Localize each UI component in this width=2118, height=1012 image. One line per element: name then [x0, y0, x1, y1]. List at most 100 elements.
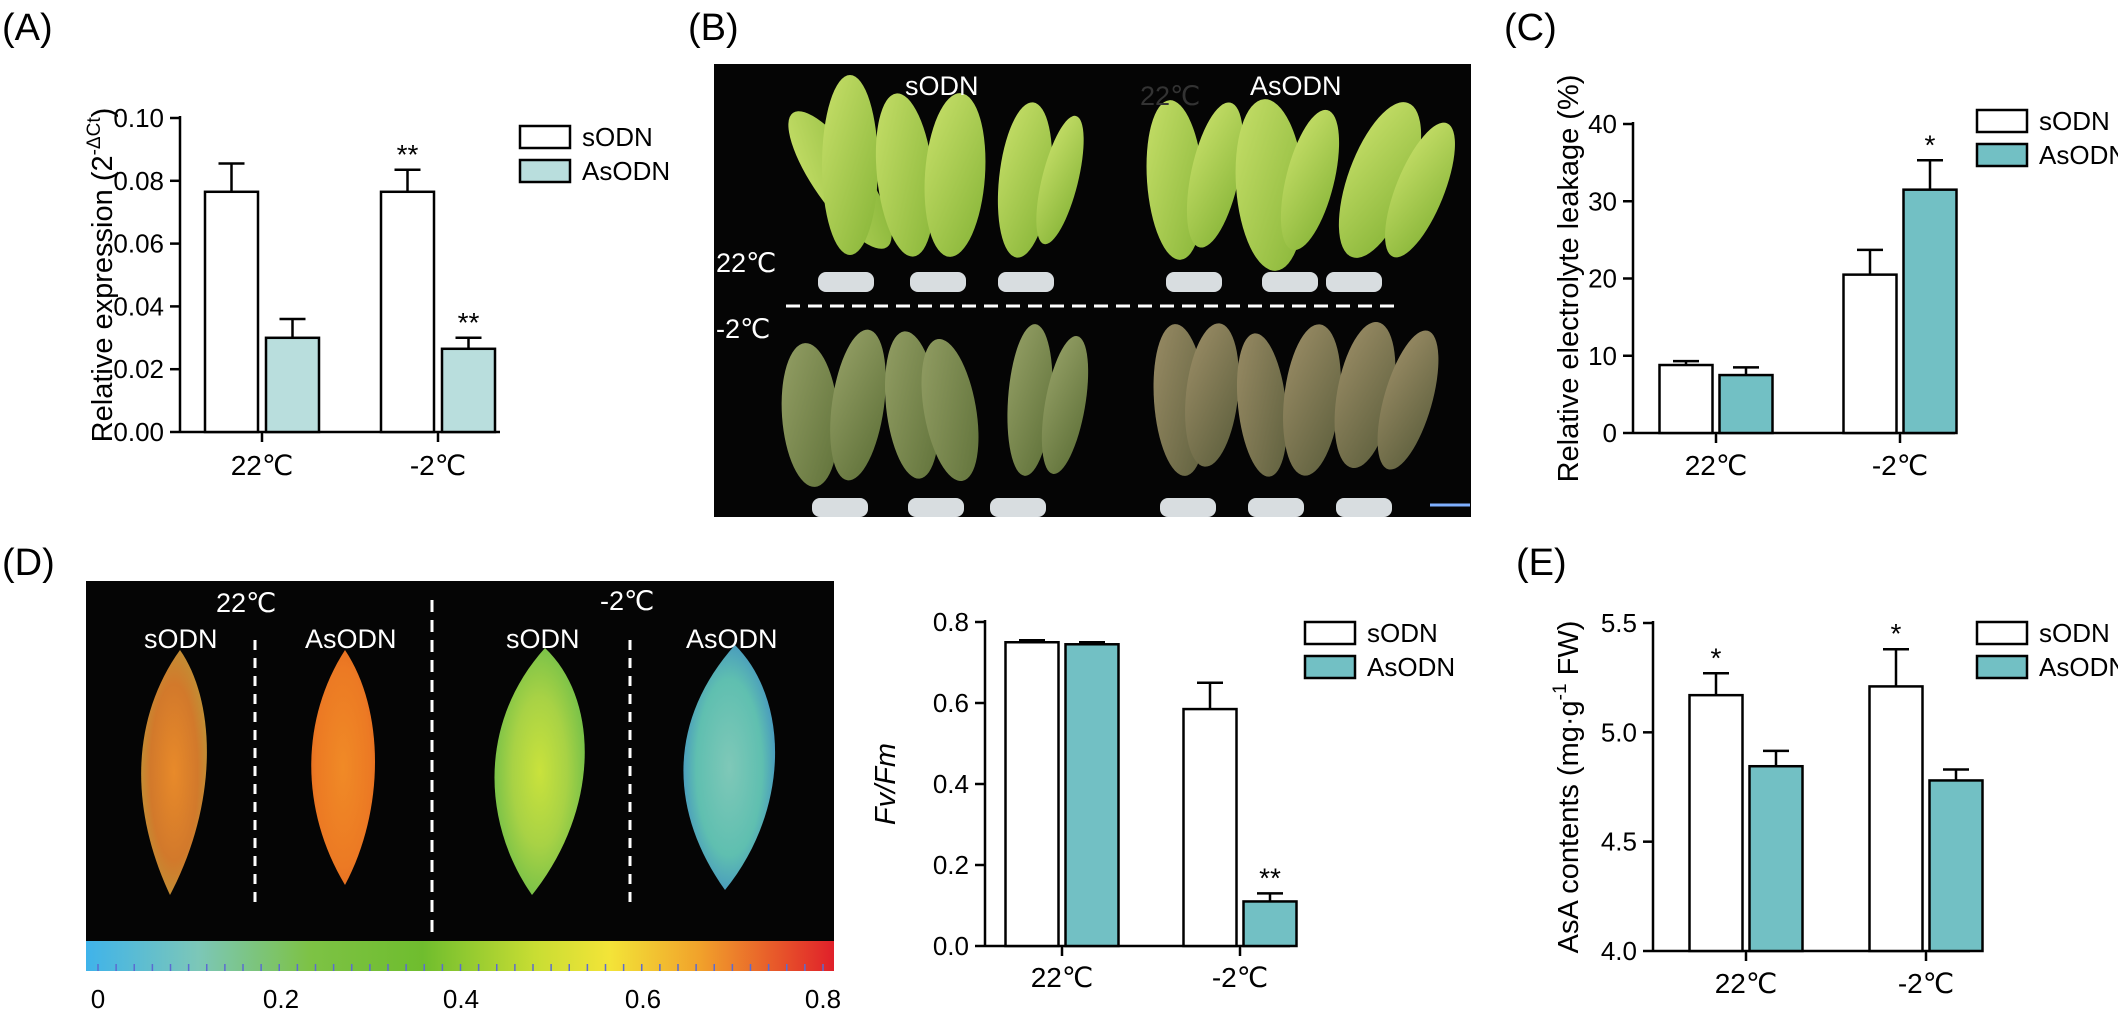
- photo-d-temp-label-warm: 22℃: [216, 588, 276, 618]
- y-tick-label: 0.6: [933, 688, 969, 718]
- x-tick-label: -2℃: [1872, 450, 1928, 481]
- y-axis-title-main: Relative expression (2: [87, 155, 119, 442]
- y-axis-title: Relative electrolyte leakage (%): [1553, 75, 1585, 483]
- y-axis-title: Relative expression (2-ΔCt): [84, 108, 119, 443]
- significance-mark: *: [1711, 642, 1722, 673]
- legend-swatch-asodn: [1975, 142, 2029, 168]
- bar-asodn: [1064, 643, 1120, 948]
- bar-sodn: [1004, 641, 1060, 948]
- legend-swatch-sodn: [1975, 108, 2029, 134]
- panel-label-e: (E): [1516, 542, 1567, 584]
- x-tick-label: 22℃: [1031, 962, 1094, 993]
- y-axis-title: AsA contents (mg·g-1 FW): [1550, 621, 1585, 954]
- bar-asodn: [1902, 188, 1958, 435]
- legend-label-sodn: sODN: [2039, 618, 2110, 648]
- legend-swatch-sodn: [518, 124, 572, 150]
- chart-e: 4.0 4.5 5.0 5.5 22℃ -2℃ * * AsA contents (mg·g-1…: [1550, 608, 2118, 999]
- panel-label-a: (A): [2, 7, 53, 49]
- y-tick-label: 0.04: [113, 291, 164, 321]
- y-tick-label: 40: [1588, 109, 1617, 139]
- bar-asodn: [1718, 373, 1774, 435]
- y-tick-label: 0.02: [113, 354, 164, 384]
- y-tick-label: 4.0: [1601, 936, 1637, 966]
- leaf-image-2: [311, 650, 375, 885]
- photo-d-temp-label-cold: -2℃: [600, 586, 654, 616]
- legend-swatch-asodn: [518, 158, 572, 184]
- legend-swatch-asodn: [1975, 654, 2029, 680]
- colorbar-label-2: 0.4: [443, 984, 479, 1012]
- chart-a: 0.00 0.02 0.04 0.06 0.08 0.10 22℃ -2℃ ** ** Relati…: [84, 103, 670, 481]
- photo-b-leaves-top: [788, 75, 1455, 292]
- colorbar-label-1: 0.2: [263, 984, 299, 1012]
- significance-mark: **: [458, 307, 480, 338]
- y-tick-label: 0.2: [933, 850, 969, 880]
- y-tick-label: 0.08: [113, 166, 164, 196]
- panel-label-b: (B): [688, 7, 739, 49]
- photo-d-leaf-label-1: sODN: [144, 624, 218, 654]
- x-tick-label: -2℃: [1898, 968, 1954, 999]
- y-tick-label: 20: [1588, 264, 1617, 294]
- photo-b-label-sodn: sODN: [905, 71, 979, 101]
- colorbar-ticks: [97, 964, 824, 971]
- leaf-image-3: [494, 648, 585, 895]
- legend-label-asodn: AsODN: [582, 156, 670, 186]
- photo-panel-d: 22℃ -2℃ sODN AsODN sODN AsODN 0 0.2 0.4 …: [86, 581, 841, 1012]
- colorbar-label-0: 0: [91, 984, 105, 1012]
- y-tick-label: 30: [1588, 186, 1617, 216]
- legend-swatch-sodn: [1975, 620, 2029, 646]
- legend-label-asodn: AsODN: [1367, 652, 1455, 682]
- bar-sodn: [1688, 693, 1744, 953]
- colorbar-label-4: 0.8: [805, 984, 841, 1012]
- y-tick-label: 0.00: [113, 417, 164, 447]
- photo-b-row-label-warm: 22℃: [716, 248, 776, 278]
- legend-label-sodn: sODN: [582, 122, 653, 152]
- photo-d-leaf-label-2: AsODN: [305, 624, 397, 654]
- photo-b-row-label-cold: -2℃: [716, 314, 770, 344]
- y-axis-title-end: ): [87, 108, 119, 118]
- legend-swatch-sodn: [1303, 620, 1357, 646]
- y-tick-label: 10: [1588, 341, 1617, 371]
- panel-label-d: (D): [2, 542, 55, 584]
- y-tick-label: 5.5: [1601, 608, 1637, 638]
- legend-label-sodn: sODN: [2039, 106, 2110, 136]
- bar-sodn: [1842, 273, 1898, 435]
- photo-b-leaves-bottom: [781, 321, 1439, 517]
- y-tick-label: 0.8: [933, 607, 969, 637]
- bar-asodn: [1242, 900, 1298, 948]
- panel-label-c: (C): [1504, 7, 1557, 49]
- legend-label-asodn: AsODN: [2039, 652, 2118, 682]
- y-tick-label: 4.5: [1601, 827, 1637, 857]
- photo-d-leaf-label-4: AsODN: [686, 624, 778, 654]
- bar-asodn: [1928, 779, 1984, 953]
- chart-d: 0.0 0.2 0.4 0.6 0.8 22℃ -2℃ ** Fv/Fm sODN AsODN: [870, 607, 1455, 993]
- photo-b-overlay-label: 22℃: [1140, 81, 1200, 111]
- y-tick-label: 0.0: [933, 931, 969, 961]
- y-axis-title: Fv/Fm: [870, 743, 902, 825]
- x-tick-label: -2℃: [410, 450, 466, 481]
- chart-c: 0 10 20 30 40 22℃ -2℃ * Relative electrolyte lea…: [1553, 75, 2118, 483]
- y-tick-label: 5.0: [1601, 717, 1637, 747]
- y-axis-title-superscript: -1: [1550, 683, 1571, 700]
- bar-sodn: [379, 190, 436, 434]
- photo-d-leaf-label-3: sODN: [506, 624, 580, 654]
- photo-b-label-asodn: AsODN: [1250, 71, 1342, 101]
- y-axis-title-main: AsA contents (mg·g: [1553, 700, 1585, 953]
- x-tick-label: -2℃: [1212, 962, 1268, 993]
- bar-sodn: [1868, 685, 1924, 953]
- photo-panel-b: sODN 22℃ AsODN 22℃ -2℃: [714, 64, 1471, 517]
- bar-asodn: [1748, 764, 1804, 953]
- colorbar-label-3: 0.6: [625, 984, 661, 1012]
- y-tick-label: 0.4: [933, 769, 969, 799]
- y-tick-label: 0: [1603, 418, 1617, 448]
- y-axis-title-superscript: -ΔCt: [84, 117, 105, 156]
- legend-label-asodn: AsODN: [2039, 140, 2118, 170]
- significance-mark: **: [397, 139, 419, 170]
- bar-asodn: [264, 336, 321, 434]
- y-tick-label: 0.10: [113, 103, 164, 133]
- x-tick-label: 22℃: [1685, 450, 1748, 481]
- bar-asodn: [440, 347, 497, 434]
- x-tick-label: 22℃: [1715, 968, 1778, 999]
- legend-swatch-asodn: [1303, 654, 1357, 680]
- leaf-image-1: [141, 650, 207, 895]
